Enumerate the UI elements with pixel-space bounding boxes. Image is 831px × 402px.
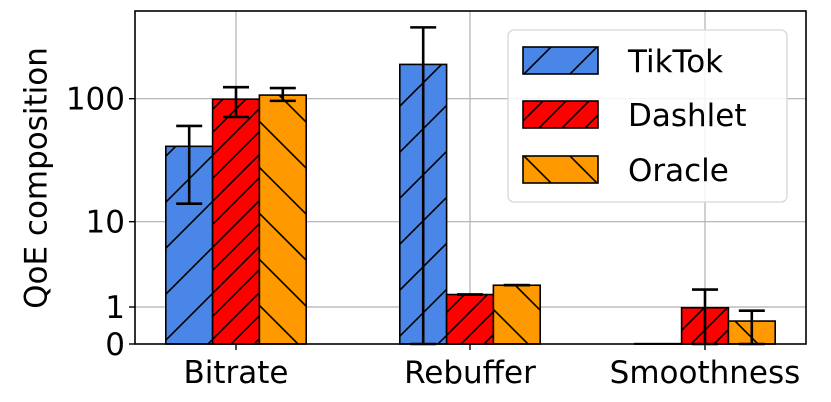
error-bar: [176, 124, 203, 206]
y-axis: 01 10 100: [66, 82, 135, 363]
legend-item-tiktok: TikTok: [522, 44, 723, 80]
bar-dashlet-bitrate: [211, 98, 261, 345]
bar-oracle-bitrate: [258, 94, 307, 345]
bar-dashlet-rebuffer: [445, 293, 495, 345]
y-tick-label: 10: [86, 205, 125, 241]
legend-label: TikTok: [627, 44, 723, 80]
error-bar: [269, 86, 296, 103]
legend-label: Oracle: [628, 153, 729, 189]
legend-label: Dashlet: [628, 98, 747, 134]
x-tick-label-smoothness: Smoothness: [610, 355, 801, 391]
x-axis: Bitrate Rebuffer Smoothness: [183, 344, 800, 391]
error-bar: [223, 85, 249, 119]
legend-swatch: [522, 46, 599, 75]
legend-item-oracle: Oracle: [522, 153, 729, 189]
error-bars: [176, 26, 765, 346]
legend-item-dashlet: Dashlet: [522, 98, 747, 134]
x-tick-label-rebuffer: Rebuffer: [404, 355, 536, 391]
legend-swatch: [522, 155, 599, 184]
y-tick-label: 1: [105, 290, 125, 326]
legend-swatch: [522, 100, 599, 129]
legend: TikTok Dashlet Oracle: [507, 29, 788, 203]
bar-oracle-rebuffer: [492, 284, 541, 345]
y-tick-label: 100: [66, 82, 125, 118]
x-tick-label-bitrate: Bitrate: [183, 355, 288, 391]
y-tick-label: 0: [105, 327, 125, 363]
y-axis-label: QoE composition: [19, 47, 55, 309]
